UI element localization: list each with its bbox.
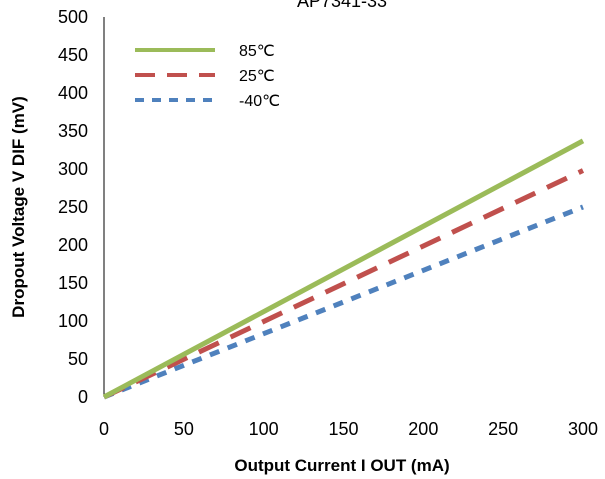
legend-label: -40℃ <box>239 93 280 110</box>
chart-title: AP7341-33 <box>297 0 387 11</box>
y-tick-label: 500 <box>58 7 88 27</box>
series-lines <box>102 138 585 400</box>
y-tick-label: 300 <box>58 159 88 179</box>
series-line-25℃ <box>102 168 585 400</box>
x-tick-label: 100 <box>249 419 279 439</box>
y-tick-label: 0 <box>78 387 88 407</box>
x-tick-labels: 0 50 100 150 200 250 300 <box>99 419 598 439</box>
y-tick-label: 400 <box>58 83 88 103</box>
y-axis-title: Dropout Voltage V DIF (mV) <box>9 96 28 318</box>
y-tick-label: 350 <box>58 121 88 141</box>
y-tick-label: 250 <box>58 197 88 217</box>
series-line--40℃ <box>103 204 584 400</box>
x-tick-label: 50 <box>174 419 194 439</box>
y-tick-labels: 0 50 100 150 200 250 300 350 400 450 500 <box>58 7 88 407</box>
x-tick-label: 250 <box>488 419 518 439</box>
x-tick-label: 300 <box>568 419 598 439</box>
y-tick-label: 50 <box>68 349 88 369</box>
x-axis-title: Output Current I OUT (mA) <box>234 456 449 475</box>
x-tick-label: 0 <box>99 419 109 439</box>
y-tick-label: 150 <box>58 273 88 293</box>
legend-label: 85℃ <box>239 43 275 60</box>
legend: 85℃ 25℃ -40℃ <box>126 32 298 122</box>
x-tick-label: 200 <box>408 419 438 439</box>
legend-label: 25℃ <box>239 68 275 85</box>
series-line-85℃ <box>102 138 585 400</box>
y-tick-label: 450 <box>58 45 88 65</box>
y-tick-label: 100 <box>58 311 88 331</box>
x-tick-label: 150 <box>328 419 358 439</box>
y-tick-label: 200 <box>58 235 88 255</box>
